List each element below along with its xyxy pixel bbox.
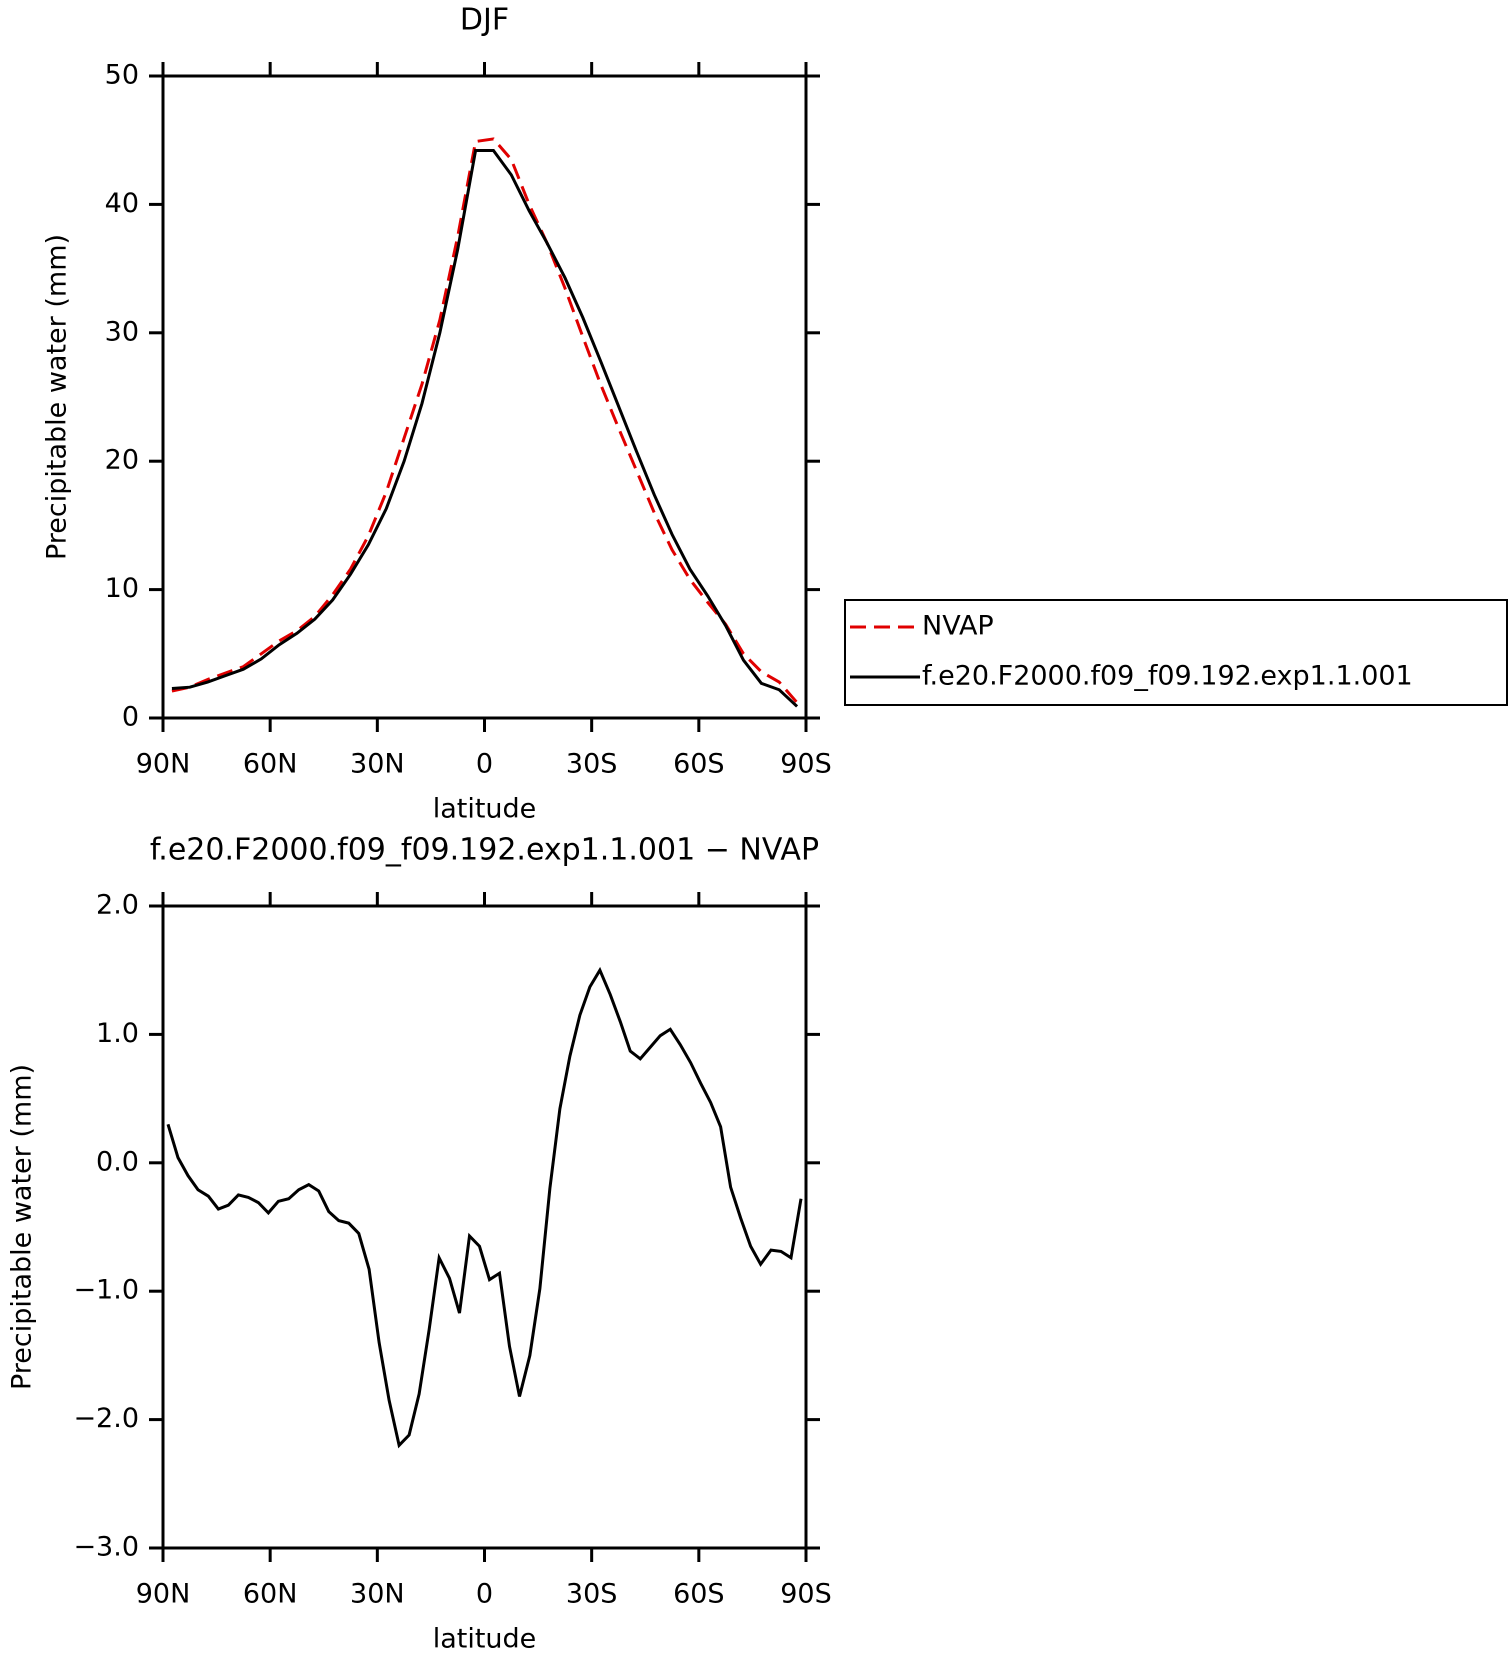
x-tick-label: 0 <box>476 1579 493 1610</box>
data-line <box>171 148 799 708</box>
x-tick-label: 60S <box>673 1579 725 1610</box>
legend-box <box>844 599 1508 706</box>
x-tick-label: 90S <box>780 1579 832 1610</box>
data-line <box>171 137 799 704</box>
y-axis-label: Precipitable water (mm) <box>42 234 73 560</box>
y-tick-label: 40 <box>105 188 139 219</box>
y-tick-label: 2.0 <box>96 890 139 921</box>
x-tick-label: 60N <box>243 749 298 780</box>
y-tick-label: −3.0 <box>73 1532 139 1563</box>
y-tick-label: 10 <box>105 573 139 604</box>
plot-frame <box>161 74 808 720</box>
x-tick-label: 30N <box>350 1579 405 1610</box>
x-tick-label: 0 <box>476 749 493 780</box>
x-tick-label: 90N <box>136 1579 191 1610</box>
x-tick-label: 90S <box>780 749 832 780</box>
x-tick-label: 60S <box>673 749 725 780</box>
x-tick-label: 30N <box>350 749 405 780</box>
x-axis-label: latitude <box>433 1624 537 1654</box>
chart-title: f.e20.F2000.f09_f09.192.exp1.1.001 − NVA… <box>150 833 819 868</box>
chart-title: DJF <box>460 3 509 38</box>
plot-frame <box>161 904 808 1550</box>
x-tick-label: 90N <box>136 749 191 780</box>
y-axis-label: Precipitable water (mm) <box>7 1064 38 1390</box>
y-tick-label: 30 <box>105 316 139 347</box>
y-tick-label: 50 <box>105 60 139 91</box>
y-tick-label: 20 <box>105 445 139 476</box>
y-tick-label: 1.0 <box>96 1018 139 1049</box>
legend-label: f.e20.F2000.f09_f09.192.exp1.1.001 <box>922 661 1413 692</box>
y-tick-label: 0 <box>122 702 139 733</box>
x-tick-label: 30S <box>566 749 618 780</box>
x-axis-label: latitude <box>433 794 537 825</box>
x-tick-label: 60N <box>243 1579 298 1610</box>
y-tick-label: 0.0 <box>96 1146 139 1177</box>
y-tick-label: −1.0 <box>73 1275 139 1306</box>
legend-label: NVAP <box>922 611 994 642</box>
y-tick-label: −2.0 <box>73 1403 139 1434</box>
x-tick-label: 30S <box>566 1579 618 1610</box>
data-line <box>166 966 803 1449</box>
